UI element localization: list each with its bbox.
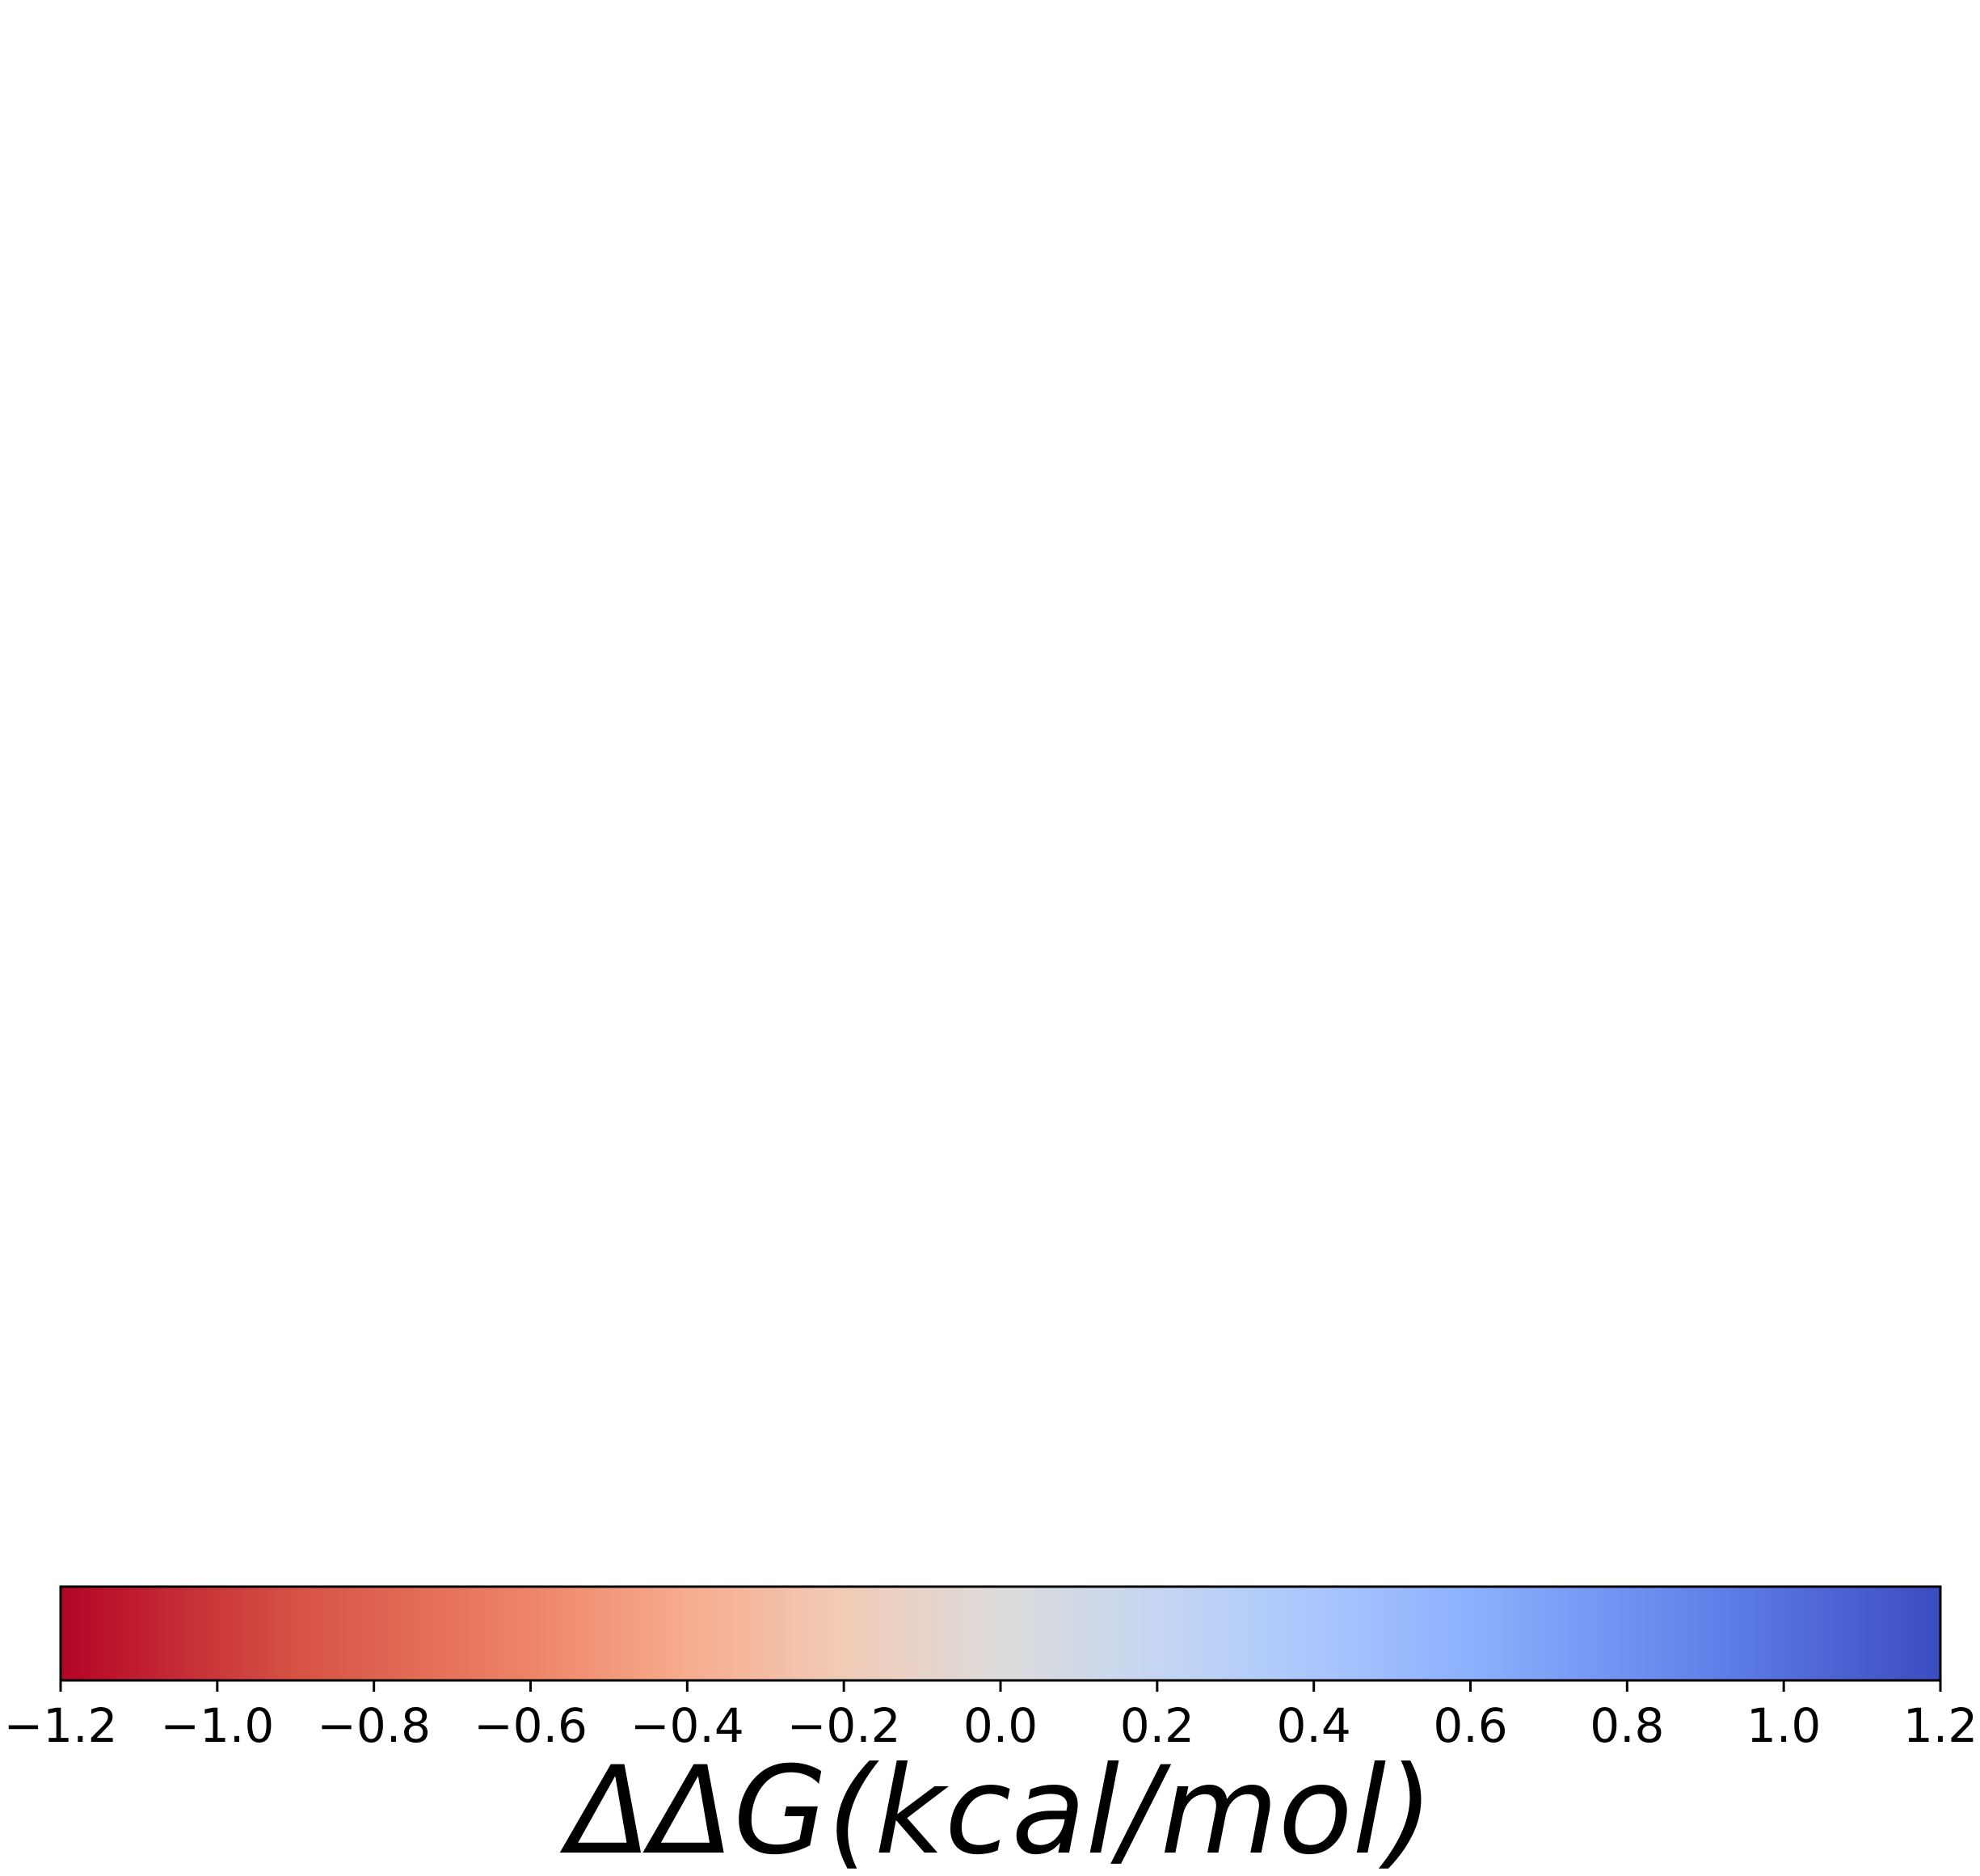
tick-label: 0.6 (1433, 1698, 1507, 1753)
tick-label: 0.8 (1590, 1698, 1664, 1753)
colorbar-label: ΔΔG(kcal/mol) (559, 1741, 1434, 1876)
tick-label: 0.4 (1277, 1698, 1351, 1753)
tick-label: −0.2 (787, 1698, 901, 1753)
tick-label: −1.2 (4, 1698, 118, 1753)
tick-label: −0.6 (474, 1698, 588, 1753)
tick-label: 0.0 (963, 1698, 1038, 1753)
tick-label: 1.2 (1903, 1698, 1978, 1753)
colorbar-gradient (61, 1587, 1940, 1680)
colorbar-ticks: −1.2 −1.0 −0.8 −0.6 −0.4 −0.2 0.0 0.2 0.4 0.6 0.8 1… (4, 1680, 1978, 1753)
tick-label: −0.4 (630, 1698, 744, 1753)
tick-label: −0.8 (317, 1698, 431, 1753)
tick-label: −1.0 (160, 1698, 274, 1753)
tick-label: 1.0 (1746, 1698, 1821, 1753)
tick-label: 0.2 (1120, 1698, 1194, 1753)
